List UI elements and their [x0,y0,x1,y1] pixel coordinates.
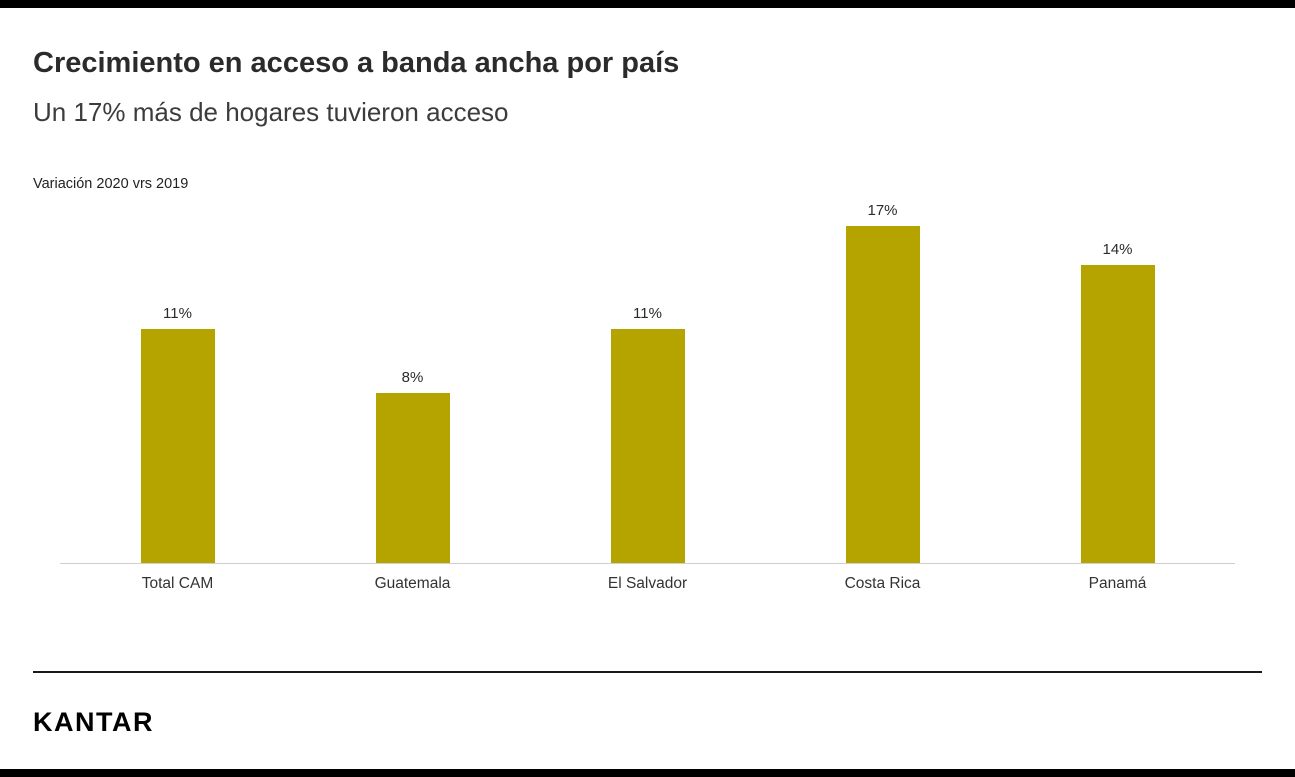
bar-column: 17% [765,202,1000,563]
bar [845,225,920,563]
bar-column: 11% [60,202,295,563]
chart-category-axis: Total CAM Guatemala El Salvador Costa Rica P… [60,564,1235,593]
bar-column: 8% [295,202,530,563]
category-label: El Salvador [607,574,688,592]
category-label: Total CAM [141,574,214,592]
bar [610,328,685,563]
bar-chart: 11% 8% 11% 17% 14% Total CAM Guatemala El Salv… [60,202,1235,593]
bar [375,392,450,563]
bar-column: 14% [1000,202,1235,563]
category-label: Costa Rica [844,574,921,592]
page-subtitle: Un 17% más de hogares tuvieron acceso [33,96,509,127]
bar-value-label: 8% [401,368,424,386]
top-accent-bar [0,0,1295,8]
chart-caption: Variación 2020 vrs 2019 [33,175,189,192]
bar [140,328,215,563]
chart-plot-area: 11% 8% 11% 17% 14% [60,202,1235,564]
bar-value-label: 11% [633,304,662,322]
page-title: Crecimiento en acceso a banda ancha por … [33,47,680,79]
bottom-accent-bar [0,769,1295,777]
footer-divider [33,670,1262,673]
bar-column: 11% [530,202,765,563]
bar-value-label: 14% [1102,240,1133,258]
bar-value-label: 11% [163,304,192,322]
category-label: Guatemala [374,574,451,592]
bar-value-label: 17% [867,201,898,219]
category-label: Panamá [1088,574,1147,592]
bar [1080,264,1155,563]
kantar-logo: KANTAR [33,706,154,737]
